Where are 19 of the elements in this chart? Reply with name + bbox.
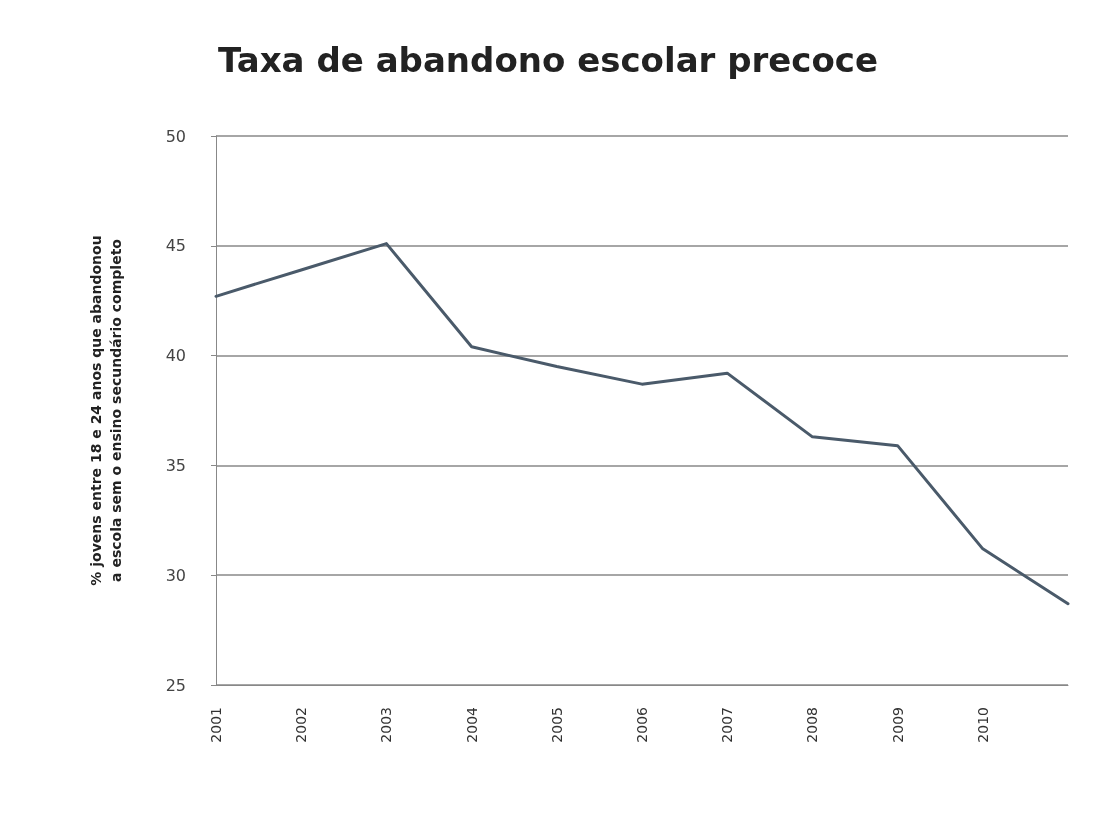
x-tick-label: 2001 <box>208 707 224 743</box>
y-tick-label: 40 <box>165 346 186 366</box>
x-tick-label: 2003 <box>378 707 395 743</box>
y-axis-title: % jovens entre 18 e 24 anos que abandonou a escola sem o ensino secundário completo <box>88 235 124 586</box>
x-tick-label: 2005 <box>548 707 565 743</box>
x-tick-label: 2009 <box>889 707 906 743</box>
y-tick-label: 45 <box>165 236 186 256</box>
x-tick-label: 2004 <box>463 706 480 743</box>
x-tick-label: 2002 <box>293 707 310 743</box>
line-series <box>214 242 1070 606</box>
x-tick-label: 2006 <box>634 706 650 743</box>
x-tick-label: 2008 <box>804 707 821 743</box>
x-tick-label: 2007 <box>719 707 736 743</box>
y-tick-label: 50 <box>165 126 186 146</box>
y-tick-label: 35 <box>165 455 186 475</box>
x-tick-label: 2010 <box>974 707 991 743</box>
y-tick-label: 25 <box>165 675 186 695</box>
y-tick-label: 30 <box>165 565 186 585</box>
chart-title: Taxa de abandono escolar precoce <box>217 40 879 80</box>
